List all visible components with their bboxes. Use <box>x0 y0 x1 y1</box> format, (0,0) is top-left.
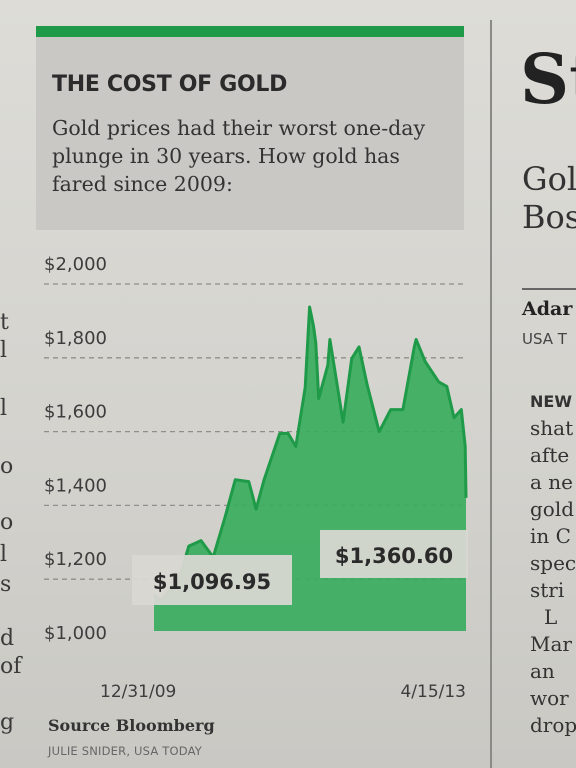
x-axis-ticks: 12/31/09 4/15/13 <box>100 682 466 702</box>
y-tick-label: $1,000 <box>44 623 107 644</box>
article-body-line: NEW <box>530 392 572 411</box>
left-edge-char: s <box>0 572 12 597</box>
chart-source: Source Bloomberg <box>48 716 215 735</box>
article-headline-line: Gol <box>522 160 576 198</box>
y-tick-label: $1,200 <box>44 549 107 570</box>
x-tick-label: 12/31/09 <box>100 682 176 702</box>
article-author: Adar <box>522 298 573 320</box>
y-tick-label: $2,000 <box>44 254 107 275</box>
left-edge-char: t <box>0 310 9 335</box>
left-edge-char: o <box>0 454 14 479</box>
article-body-line: gold <box>530 497 575 521</box>
chart-credit: JULIE SNIDER, USA TODAY <box>48 744 203 758</box>
y-axis-ticks: $2,000 $1,800 $1,600 $1,400 $1,200 $1,000 <box>44 254 107 644</box>
article-kicker: St <box>520 40 576 120</box>
graphic-header-box <box>36 37 464 230</box>
left-edge-char: g <box>0 710 15 735</box>
article-body-line: an <box>530 659 555 683</box>
price-line <box>153 305 468 602</box>
article-body-line: shat <box>530 416 574 440</box>
annotation-box <box>132 555 292 605</box>
graphic-subtitle: Gold prices had their worst one-day plun… <box>52 116 426 196</box>
article-body-line: L <box>544 605 558 629</box>
article-body-line: drop <box>530 713 576 737</box>
graphic-accent-bar <box>36 26 464 37</box>
article-body-line: stri <box>530 578 565 602</box>
byline-rule <box>522 288 576 290</box>
article-body-line: wor <box>530 686 569 710</box>
article-headline-line: Bos <box>522 198 576 236</box>
article-body-line: in C <box>530 524 571 548</box>
left-edge-char: o <box>0 510 14 535</box>
column-divider <box>490 20 492 768</box>
article-body-line: Mar <box>530 632 572 656</box>
adjacent-article: St Gol Bos Adar USA T NEW shat afte a ne… <box>520 0 576 768</box>
annotation-label: $1,360.60 <box>335 544 453 568</box>
left-edge-char: d <box>0 626 15 651</box>
annotation-label: $1,096.95 <box>153 570 271 594</box>
left-edge-char: l <box>0 396 8 421</box>
graphic-title: THE COST OF GOLD <box>52 72 288 97</box>
annotation-box <box>320 530 468 578</box>
y-tick-label: $1,400 <box>44 475 107 496</box>
article-body-line: spec <box>530 551 576 575</box>
left-edge-char: l <box>0 542 8 567</box>
left-edge-char: l <box>0 338 8 363</box>
article-body-line: afte <box>530 443 570 467</box>
article-affiliation: USA T <box>522 330 567 348</box>
left-column-edge: t l l o o l s d of g <box>0 0 21 768</box>
y-tick-label: $1,600 <box>44 402 107 423</box>
article-body: NEW shat afte a ne gold in C spec stri L… <box>530 388 576 739</box>
x-tick-label: 4/15/13 <box>400 682 466 702</box>
article-body-line: a ne <box>530 470 573 494</box>
annotations: $1,096.95 $1,360.60 <box>132 530 468 605</box>
y-tick-label: $1,800 <box>44 328 107 349</box>
